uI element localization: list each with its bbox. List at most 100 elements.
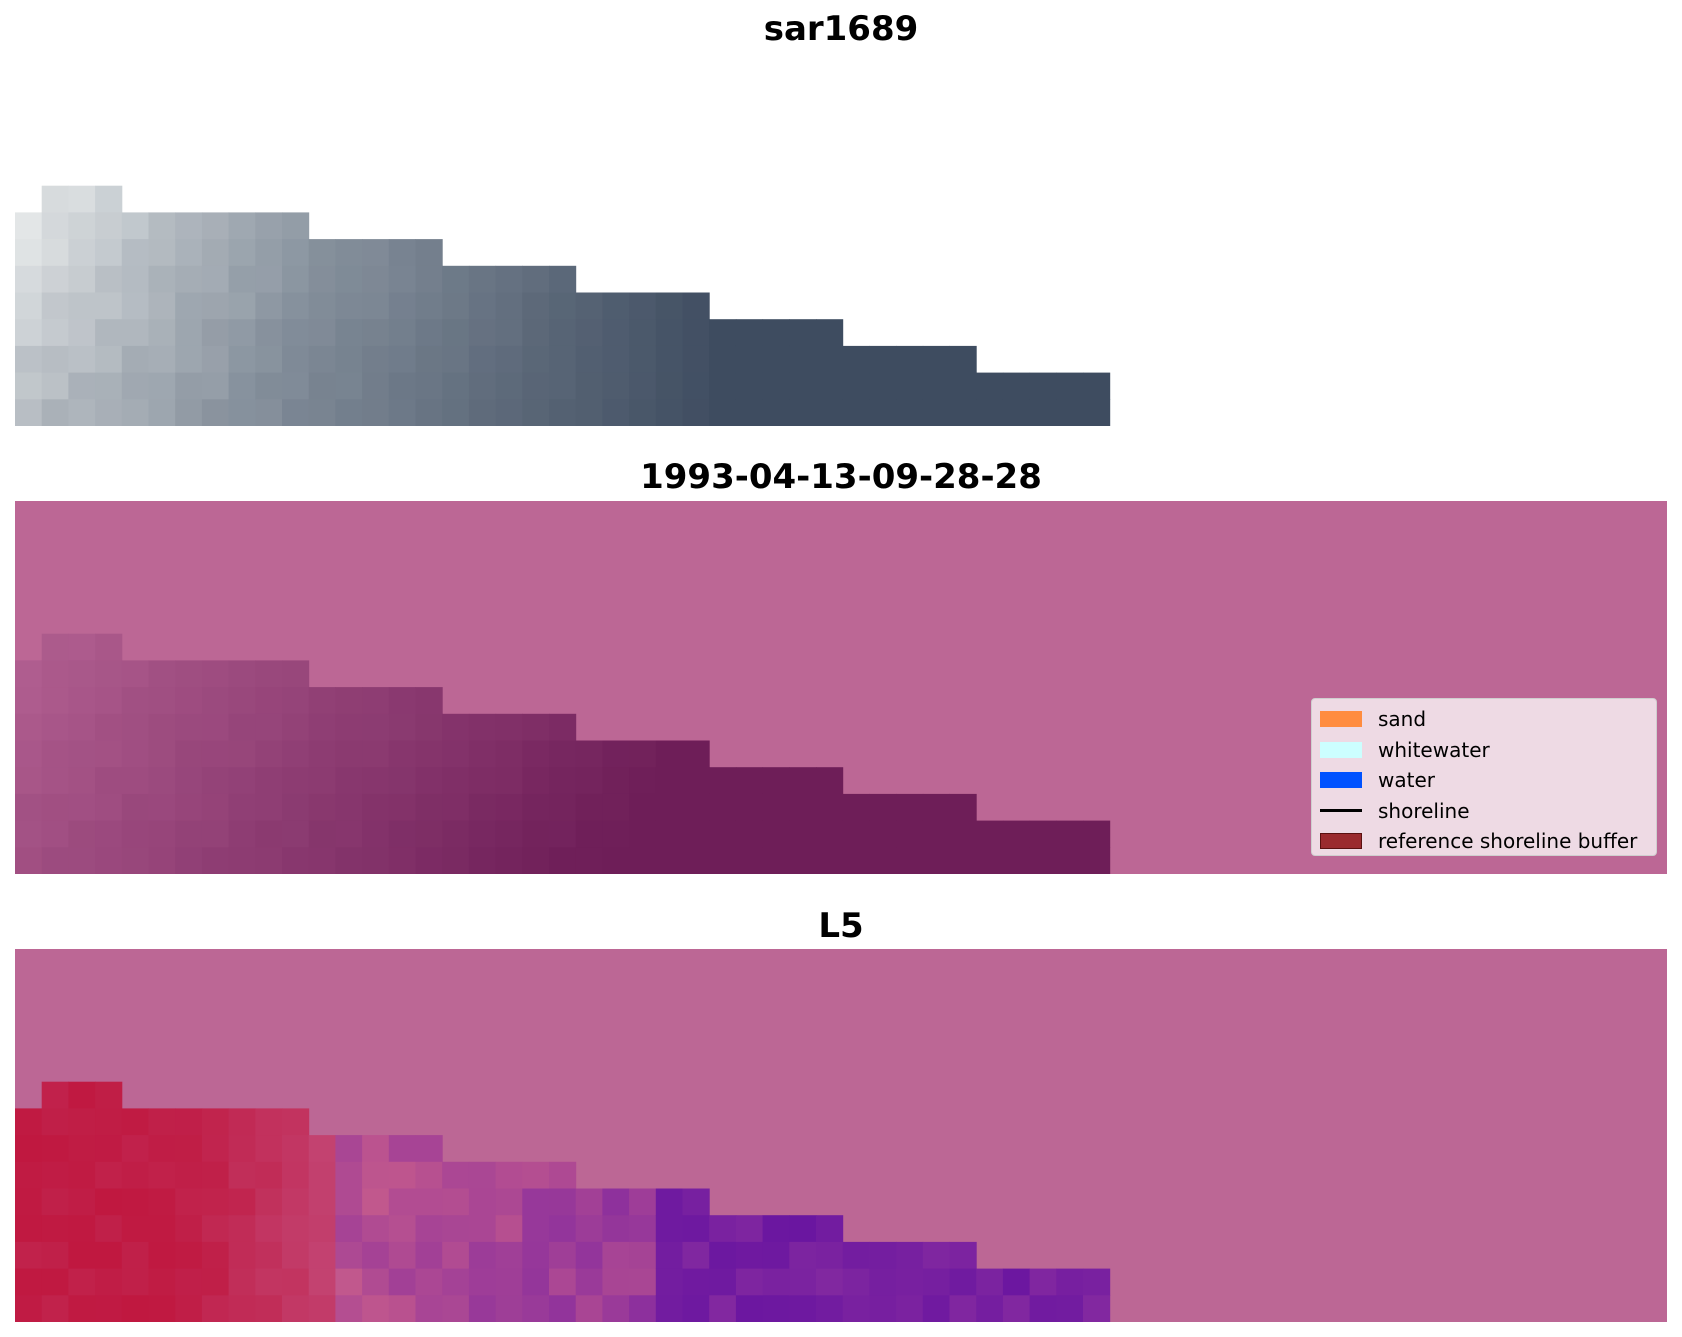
image-pixel (95, 319, 123, 347)
image-pixel (41, 633, 69, 661)
image-pixel (709, 793, 737, 822)
image-pixel (201, 345, 230, 374)
image-pixel (922, 399, 950, 426)
image-pixel (816, 1295, 844, 1322)
image-pixel (388, 1188, 416, 1216)
image-pixel (468, 1161, 497, 1189)
image-pixel (201, 1161, 230, 1189)
image-pixel (228, 265, 256, 293)
image-pixel (201, 1108, 230, 1136)
image-pixel (255, 212, 283, 240)
image-pixel (228, 1295, 256, 1322)
image-pixel (201, 319, 230, 347)
image-pixel (549, 265, 577, 293)
image-pixel (1002, 1295, 1031, 1322)
image-pixel (1056, 1295, 1084, 1322)
image-pixel (175, 345, 203, 374)
image-pixel (362, 1215, 390, 1243)
image-pixel (816, 345, 844, 374)
image-pixel (201, 687, 230, 715)
image-pixel (442, 713, 470, 741)
image-pixel (308, 372, 336, 400)
image-pixel (896, 847, 924, 874)
image-pixel (549, 372, 577, 400)
image-pixel (789, 1268, 817, 1296)
image-pixel (735, 793, 764, 822)
image-pixel (95, 212, 123, 240)
image-pixel (308, 292, 336, 320)
image-pixel (415, 292, 443, 320)
image-pixel (682, 292, 710, 320)
image-pixel (282, 793, 310, 822)
image-pixel (335, 239, 363, 267)
image-pixel (549, 1241, 577, 1270)
image-pixel (308, 1188, 336, 1216)
image-pixel (308, 1135, 336, 1163)
image-pixel (1002, 1268, 1031, 1296)
image-pixel (976, 399, 1004, 426)
image-pixel (175, 1215, 203, 1243)
image-pixel (655, 1188, 683, 1216)
image-pixel (495, 345, 523, 374)
image-pixel (575, 345, 603, 374)
image-pixel (15, 1188, 43, 1216)
image-pixel (255, 847, 283, 874)
image-pixel (549, 345, 577, 374)
image-pixel (629, 1268, 657, 1296)
classification-image-panel (15, 501, 1667, 874)
image-pixel (682, 1188, 710, 1216)
image-pixel (709, 345, 737, 374)
image-pixel (709, 1215, 737, 1243)
image-pixel (95, 1215, 123, 1243)
image-pixel (148, 399, 176, 426)
image-pixel (655, 345, 683, 374)
image-pixel (121, 1295, 149, 1322)
image-pixel (228, 740, 256, 768)
image-pixel (228, 345, 256, 374)
image-pixel (789, 1241, 817, 1270)
image-pixel (41, 1215, 69, 1243)
image-pixel (495, 1188, 523, 1216)
image-pixel (121, 1188, 149, 1216)
image-pixel (255, 239, 283, 267)
image-pixel (255, 292, 283, 320)
image-pixel (655, 767, 683, 795)
image-pixel (282, 1268, 310, 1296)
image-pixel (41, 1135, 69, 1163)
image-pixel (121, 345, 149, 374)
image-pixel (1056, 820, 1084, 848)
rgb-image-panel (15, 185, 1111, 426)
image-pixel (308, 687, 336, 715)
image-pixel (388, 820, 416, 848)
image-pixel (709, 767, 737, 795)
image-pixel (602, 767, 630, 795)
image-pixel (228, 212, 256, 240)
image-pixel (629, 820, 657, 848)
image-pixel (121, 1161, 149, 1189)
image-pixel (842, 1295, 870, 1322)
image-pixel (682, 319, 710, 347)
image-pixel (976, 372, 1004, 400)
image-pixel (629, 292, 657, 320)
image-pixel (148, 1188, 176, 1216)
legend-label: sand (1378, 707, 1427, 732)
image-pixel (388, 399, 416, 426)
image-pixel (121, 239, 149, 267)
image-pixel (415, 1268, 443, 1296)
image-pixel (655, 1295, 683, 1322)
image-pixel (308, 319, 336, 347)
image-pixel (388, 372, 416, 400)
image-pixel (575, 847, 603, 874)
image-pixel (175, 1295, 203, 1322)
image-pixel (68, 1108, 96, 1136)
image-pixel (415, 820, 443, 848)
image-pixel (282, 1188, 310, 1216)
image-pixel (121, 767, 149, 795)
image-pixel (922, 793, 950, 822)
image-pixel (335, 319, 363, 347)
image-pixel (655, 793, 683, 822)
image-pixel (629, 1215, 657, 1243)
image-pixel (175, 1188, 203, 1216)
image-pixel (335, 399, 363, 426)
image-pixel (1002, 847, 1031, 874)
